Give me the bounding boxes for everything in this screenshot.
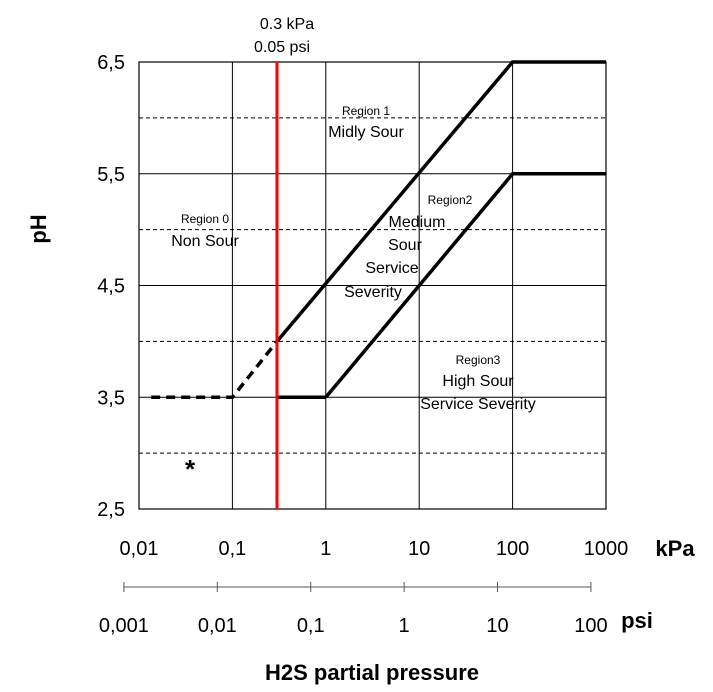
x-unit-kpa: kPa: [655, 536, 695, 561]
x-tick-label-5: 1000: [584, 538, 629, 560]
x-tick-label-3: 10: [408, 538, 430, 560]
region-0-desc: Non Sour: [171, 233, 239, 250]
threshold-kpa-label: 0.3 kPa: [260, 16, 314, 33]
plot-border: [138, 61, 607, 510]
tick-labels: 2,5 3,5 4,5 5,5 6,5 0,01 0,1 1 10 100 1000 0,001 0,0…: [97, 52, 628, 637]
psi-tick-label-4: 10: [486, 615, 508, 637]
region-2-desc-1: Medium: [389, 214, 446, 231]
psi-tick-label-3: 1: [399, 615, 410, 637]
y-tick-label-3: 5,5: [97, 164, 125, 186]
y-axis-title: pH: [26, 214, 51, 243]
region-2-desc-2: Sour: [388, 237, 422, 254]
region-1-desc: Midly Sour: [328, 124, 404, 141]
series-lines: [151, 60, 606, 509]
psi-tick-label-5: 100: [574, 615, 607, 637]
region-2-desc-4: Severity: [344, 284, 402, 301]
region-3-desc-2: Service Severity: [420, 396, 536, 413]
chart-text: 0.3 kPa 0.05 psi Region 0 Non Sour Regio…: [26, 16, 695, 685]
y-tick-label-1: 3,5: [97, 387, 125, 409]
region-1-name: Region 1: [342, 104, 390, 118]
series-line-boundary-1-2: [275, 60, 606, 343]
region-2-desc-3: Service: [365, 260, 418, 277]
series-line-boundary-2-3: [324, 172, 606, 399]
x-tick-label-1: 0,1: [218, 538, 246, 560]
y-tick-label-4: 6,5: [97, 52, 125, 74]
threshold-psi-label: 0.05 psi: [254, 39, 310, 56]
x-tick-label-4: 100: [496, 538, 529, 560]
psi-tick-label-0: 0,001: [99, 615, 149, 637]
region-3-name: Region3: [456, 353, 501, 367]
series-line-boundary-0-1-dashed: [151, 340, 279, 400]
x-unit-psi: psi: [621, 608, 653, 633]
region-0-name: Region 0: [181, 212, 229, 226]
y-tick-label-0: 2,5: [97, 499, 125, 521]
y-tick-label-2: 4,5: [97, 276, 125, 298]
asterisk-annotation: *: [185, 454, 196, 484]
x-tick-label-0: 0,01: [120, 538, 159, 560]
region-3-desc-1: High Sour: [442, 373, 514, 390]
x-axis-title: H2S partial pressure: [265, 660, 479, 685]
psi-tick-label-1: 0,01: [198, 615, 237, 637]
x-tick-label-2: 1: [320, 538, 331, 560]
region-2-name: Region2: [428, 193, 473, 207]
psi-tick-label-2: 0,1: [297, 615, 325, 637]
